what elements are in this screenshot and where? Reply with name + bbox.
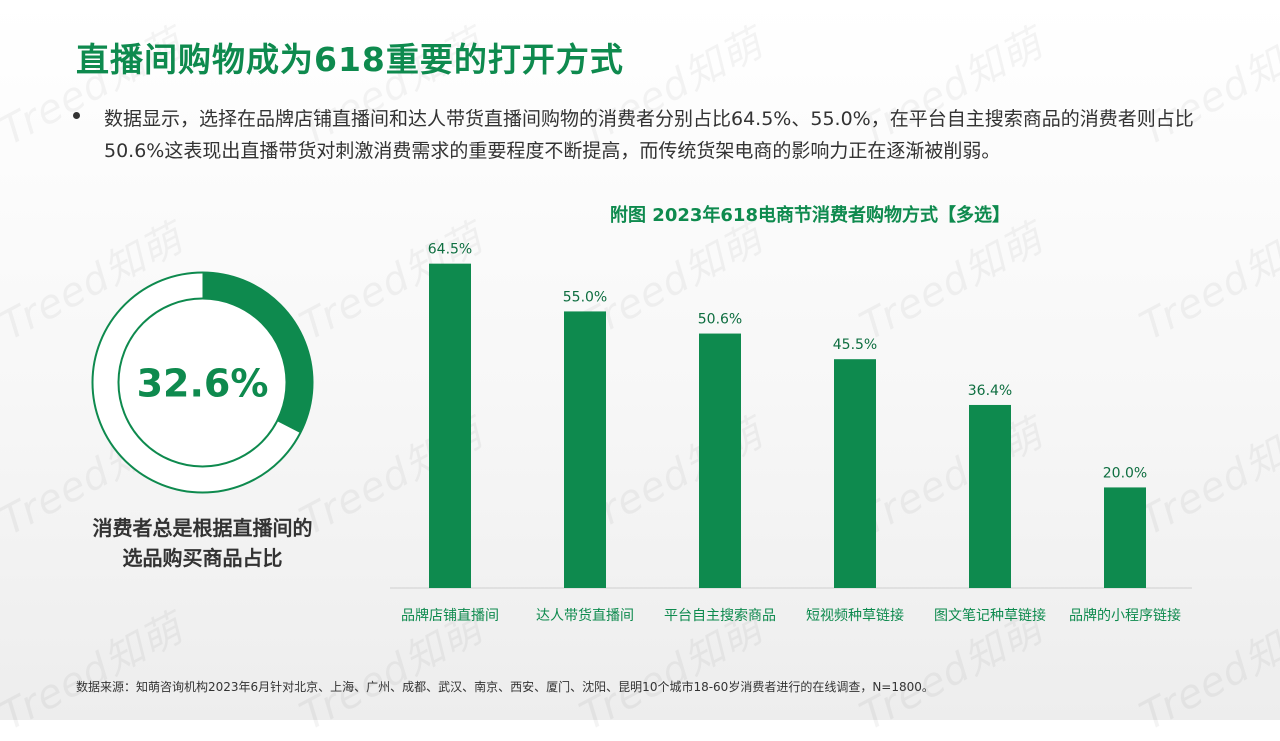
chart-title: 附图 2023年618电商节消费者购物方式【多选】	[610, 205, 1010, 226]
donut-chart: 32.6%	[91, 271, 314, 494]
bar-data-label: 55.0%	[563, 289, 607, 305]
donut-caption-line-1: 消费者总是根据直播间的	[92, 516, 313, 540]
x-tick-label: 达人带货直播间	[536, 607, 634, 624]
page-title: 直播间购物成为618重要的打开方式	[76, 40, 624, 79]
bar	[1104, 487, 1146, 588]
bar	[969, 404, 1011, 588]
donut-value-label: 32.6%	[137, 362, 269, 406]
x-tick-label: 图文笔记种草链接	[934, 607, 1046, 624]
bullet-text: 数据显示，选择在品牌店铺直播间和达人带货直播间购物的消费者分别占比64.5%、5…	[104, 108, 1194, 162]
x-tick-label: 平台自主搜索商品	[664, 607, 776, 624]
bar	[429, 263, 471, 588]
bar-data-label: 20.0%	[1103, 465, 1147, 481]
x-tick-label: 品牌的小程序链接	[1069, 607, 1181, 624]
bar	[564, 311, 606, 588]
donut-caption: 消费者总是根据直播间的 选品购买商品占比	[90, 513, 315, 573]
bar-data-label: 50.6%	[698, 312, 742, 328]
x-tick-label: 短视频种草链接	[806, 607, 904, 624]
bar-data-label: 45.5%	[833, 337, 877, 353]
donut-caption-line-2: 选品购买商品占比	[122, 546, 283, 570]
bullet-dot	[73, 112, 80, 119]
source-note: 数据来源：知萌咨询机构2023年6月针对北京、上海、广州、成都、武汉、南京、西安…	[76, 680, 934, 694]
bar-chart: 64.5% 品牌店铺直播间 55.0% 达人带货直播间 50.6% 平台自主搜索商品 45.…	[390, 242, 1192, 624]
bar	[834, 359, 876, 588]
x-tick-label: 品牌店铺直播间	[401, 607, 499, 624]
bar	[699, 333, 741, 588]
donut-value-slice	[202, 272, 313, 434]
bar-data-label: 36.4%	[968, 383, 1012, 399]
bar-data-label: 64.5%	[428, 242, 472, 258]
